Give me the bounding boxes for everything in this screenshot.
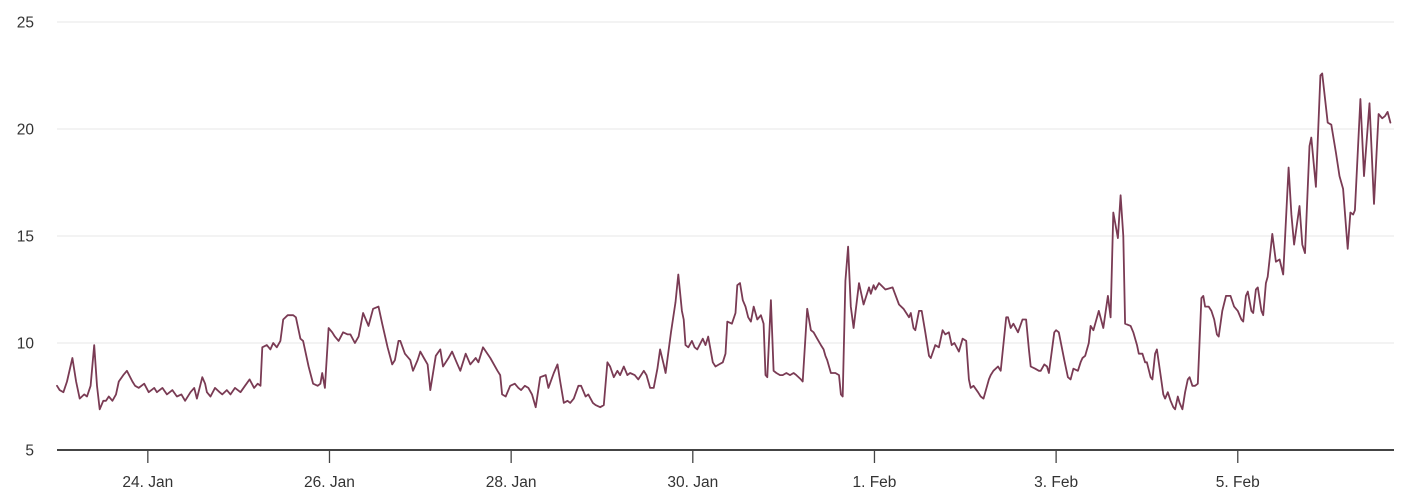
y-axis-label: 5 — [25, 442, 34, 459]
x-axis-label: 1. Feb — [852, 474, 896, 491]
x-axis-label: 3. Feb — [1034, 474, 1078, 491]
y-axis-label: 15 — [17, 228, 34, 245]
y-axis-label: 20 — [17, 121, 35, 138]
x-axis-label: 24. Jan — [122, 474, 173, 491]
y-axis-label: 10 — [17, 335, 35, 352]
x-axis-label: 28. Jan — [486, 474, 537, 491]
x-axis-label: 5. Feb — [1216, 474, 1260, 491]
x-axis-label: 26. Jan — [304, 474, 355, 491]
y-axis-label: 25 — [17, 14, 34, 31]
x-axis-label: 30. Jan — [667, 474, 718, 491]
series-line[interactable] — [56, 72, 1392, 411]
